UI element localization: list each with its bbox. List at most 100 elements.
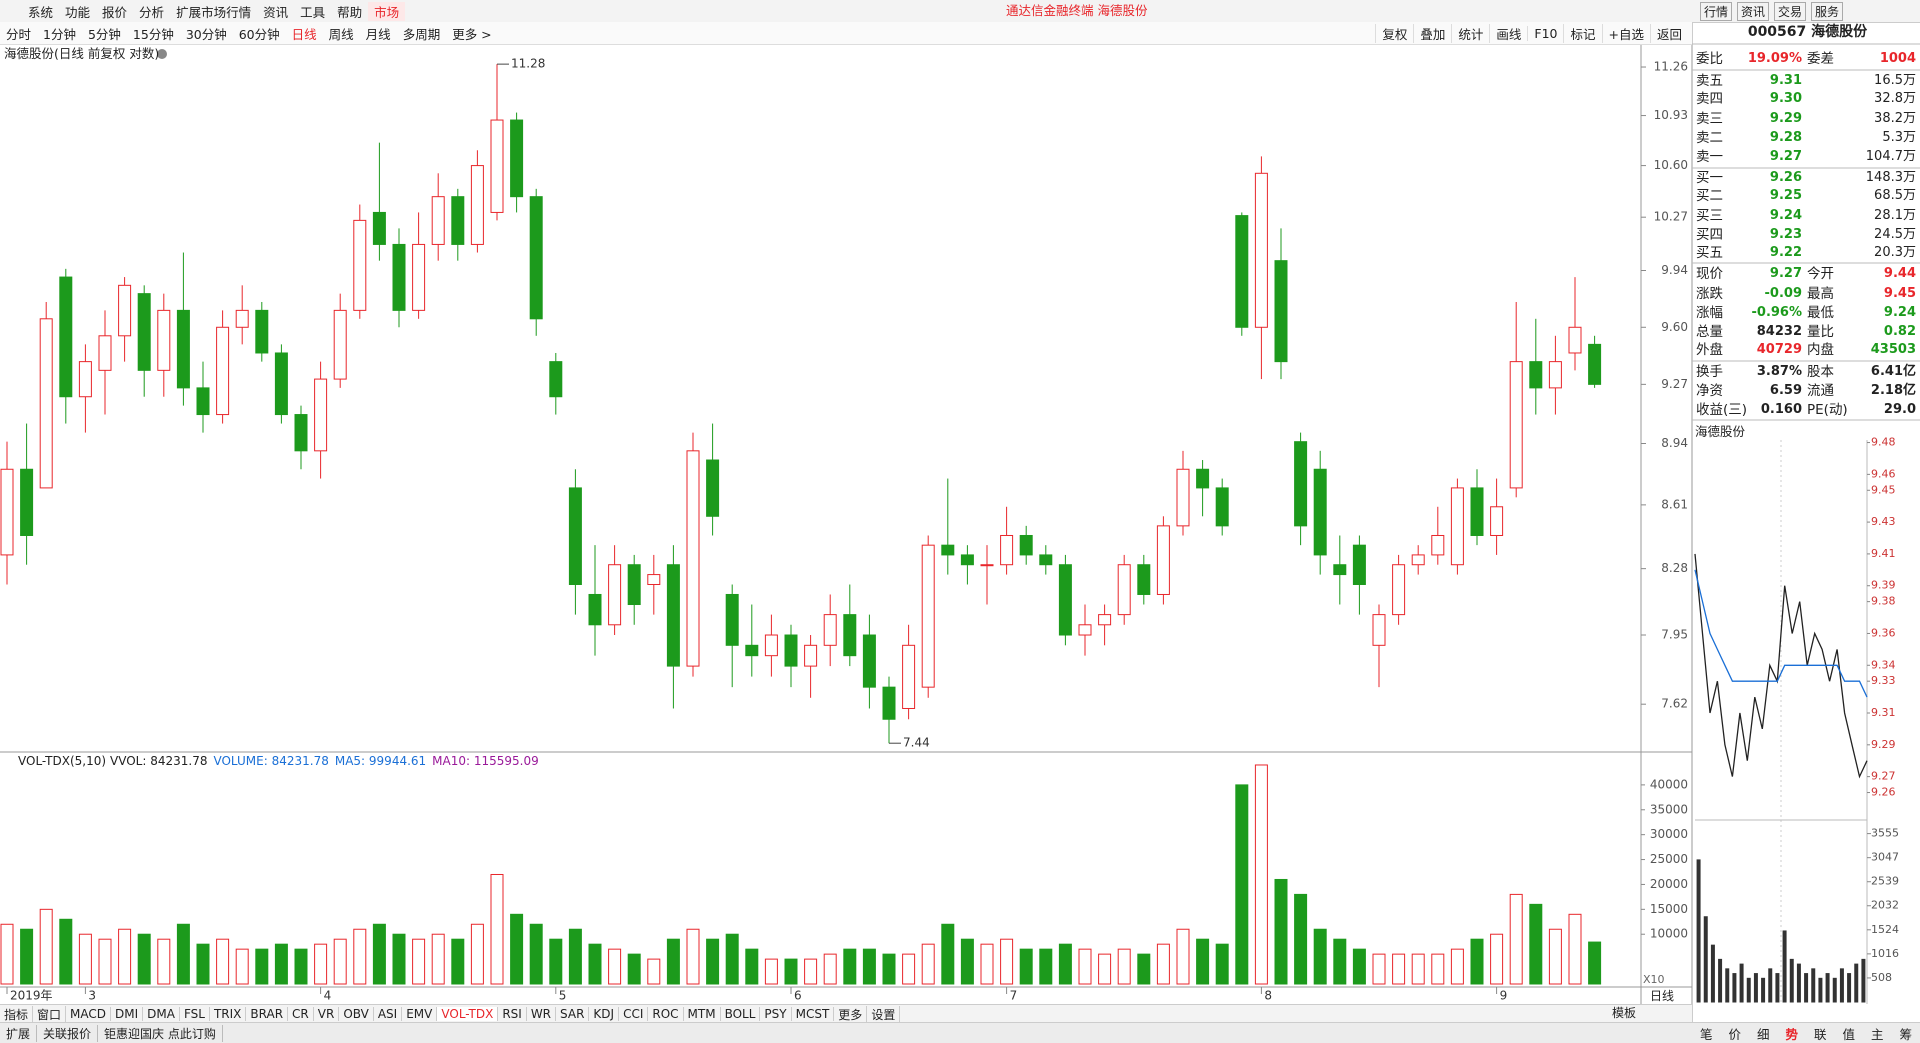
status-item[interactable]: 钜惠迎国庆 点此订购 [98,1024,223,1042]
period-tab[interactable]: 30分钟 [185,26,227,42]
volume-bar [725,933,739,985]
market-button[interactable]: 市场 [368,1,406,21]
tool-button[interactable]: 标记 [1563,23,1601,43]
tool-button[interactable]: 返回 [1649,23,1688,43]
indicator-tab[interactable]: VOL-TDX [437,1007,499,1021]
tool-button[interactable]: +自选 [1601,23,1650,43]
menu-item[interactable]: 系统 [28,4,54,20]
volume-bar [1811,968,1816,1003]
indicator-tab[interactable]: RSI [498,1007,527,1021]
indicator-tab[interactable]: MACD [66,1007,112,1021]
tool-button[interactable]: 统计 [1451,23,1489,43]
candle-body [20,468,34,536]
y-tick-label: 20000 [1650,877,1688,891]
indicator-tab[interactable]: MTM [684,1007,721,1021]
right-tab[interactable]: 联 [1813,1026,1827,1042]
right-tab[interactable]: 主 [1870,1026,1884,1042]
volume-bar [1768,968,1773,1003]
indicator-tab[interactable]: KDJ [589,1007,620,1021]
indicator-tab[interactable]: WR [527,1007,557,1021]
right-button[interactable]: 资讯 [1737,2,1770,21]
right-tab[interactable]: 筹 [1899,1026,1912,1042]
indicator-tab[interactable]: DMA [143,1007,180,1021]
indicator-tab[interactable]: CR [288,1007,314,1021]
candle-body [745,644,759,657]
tool-button[interactable]: 画线 [1489,23,1527,43]
volume-bar [1703,916,1708,1003]
right-tab[interactable]: 价 [1728,1026,1741,1042]
period-tab[interactable]: 5分钟 [87,26,121,42]
indicator-tab[interactable]: 窗口 [33,1005,67,1023]
stat-value: 43503 [1870,342,1916,357]
indicator-tab[interactable]: EMV [402,1007,438,1021]
period-tab[interactable]: 更多 > [452,26,492,42]
menu-item[interactable]: 功能 [65,4,91,20]
status-item[interactable]: 关联报价 [37,1024,99,1042]
period-tab[interactable]: 60分钟 [238,26,280,42]
indicator-tab[interactable]: TRIX [210,1007,247,1021]
indicator-tab[interactable]: SAR [556,1007,590,1021]
period-tab[interactable]: 1分钟 [43,26,76,42]
right-tab[interactable]: 势 [1785,1026,1798,1042]
volume-bar [1431,953,1445,985]
stat-label: 最高 [1807,286,1834,302]
right-button[interactable]: 交易 [1774,2,1807,21]
right-button[interactable]: 服务 [1811,2,1844,21]
period-tab[interactable]: 多周期 [402,26,441,42]
right-tab[interactable]: 细 [1756,1026,1770,1042]
y-tick-label: 9.36 [1871,626,1896,639]
indicator-tab[interactable]: ROC [648,1007,684,1021]
indicator-tab[interactable]: VR [314,1007,340,1021]
header-icon[interactable] [157,49,167,59]
volume-bar [902,953,916,985]
candle-body [706,459,720,517]
menu-item[interactable]: 报价 [102,4,128,20]
indicator-tab[interactable]: BOLL [721,1007,761,1021]
indicator-tab[interactable]: CCI [619,1007,649,1021]
indicator-tab[interactable]: 指标 [0,1005,34,1023]
date-label: 5 [559,989,567,1003]
indicator-tab[interactable]: ASI [374,1007,403,1021]
volume-bar [804,958,818,985]
right-tab[interactable]: 笔 [1699,1026,1713,1042]
period-tab[interactable]: 日线 [291,26,317,42]
tool-button[interactable]: 复权 [1375,23,1413,43]
status-item[interactable]: 扩展 [0,1024,38,1042]
candle-body [1294,441,1308,527]
indicator-tab[interactable]: OBV [339,1007,374,1021]
period-tab[interactable]: 分时 [6,26,32,42]
right-tab[interactable]: 值 [1842,1026,1855,1042]
indicator-tab[interactable]: PSY [760,1007,792,1021]
volume-bar [0,923,14,985]
candle-body [470,165,484,245]
indicator-tab[interactable]: MCST [792,1007,835,1021]
template-button[interactable]: 模板 [1612,1006,1637,1020]
menu-item[interactable]: 工具 [300,4,326,20]
tool-button[interactable]: F10 [1527,25,1563,41]
candle-body [1470,487,1484,536]
ask-volume: 16.5万 [1874,73,1916,88]
menu-item[interactable]: 资讯 [263,4,289,20]
bid-label: 买一 [1696,170,1723,186]
period-tab[interactable]: 周线 [328,26,354,42]
volume-bar [1098,953,1112,985]
indicator-tab[interactable]: DMI [111,1007,144,1021]
indicator-tab[interactable]: BRAR [246,1007,289,1021]
period-tab[interactable]: 月线 [365,26,391,42]
period-tab[interactable]: 15分钟 [132,26,174,42]
indicator-tab[interactable]: FSL [180,1007,210,1021]
y-tick-label: 10.93 [1654,108,1688,122]
menu-item[interactable]: 扩展市场行情 [176,4,252,20]
right-button[interactable]: 行情 [1700,2,1733,21]
indicator-tab[interactable]: 更多 [834,1005,868,1023]
volume-bar [960,938,974,985]
date-label: 3 [88,989,96,1003]
indicator-tab[interactable]: 设置 [867,1005,901,1023]
menu-item[interactable]: 分析 [139,4,165,20]
candle-body [921,544,935,688]
tool-button[interactable]: 叠加 [1413,23,1451,43]
quote-label: 委比 [1696,51,1723,67]
menu-item[interactable]: 帮助 [337,4,363,20]
volume-bar [862,948,876,985]
stat-label: 总量 [1696,324,1723,340]
